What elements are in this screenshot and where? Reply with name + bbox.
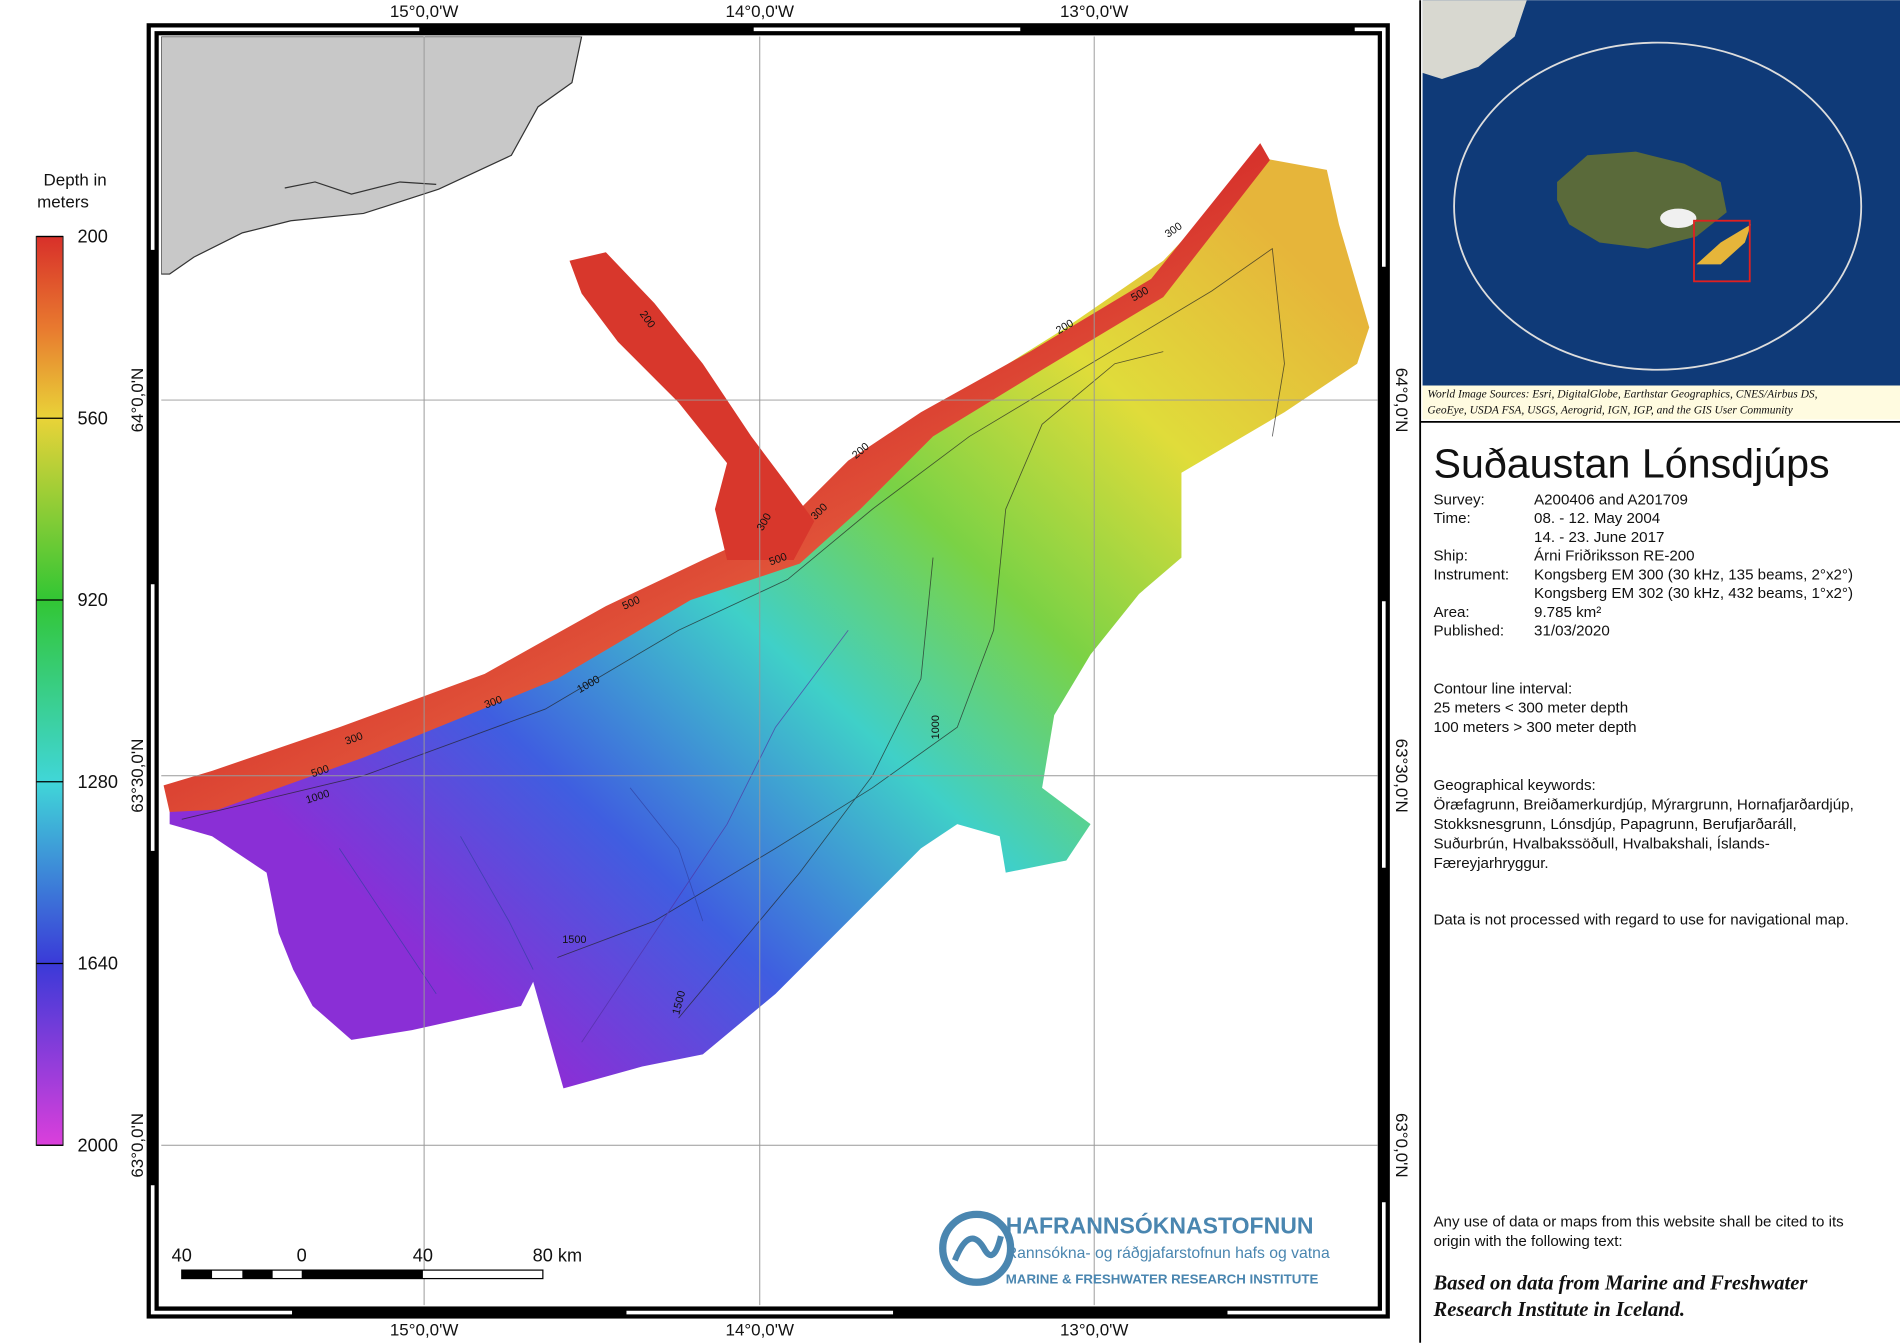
info-value: 9.785 km² <box>1534 604 1601 621</box>
scale-label: 40 <box>413 1246 433 1266</box>
keywords: Geographical keywords: <box>1433 777 1595 794</box>
disclaimer: Data is not processed with regard to use… <box>1433 912 1848 929</box>
lat-label: 64°0,0'N <box>1392 368 1411 433</box>
info-value: 14. - 23. June 2017 <box>1534 529 1664 546</box>
scale-label: 0 <box>297 1246 307 1266</box>
contour-label: 500 <box>768 551 789 568</box>
legend-tick-label: 560 <box>78 408 108 428</box>
legend-tick-label: 1280 <box>78 772 118 792</box>
citation-quote: Research Institute in Iceland. <box>1432 1299 1685 1321</box>
inset-credit: GeoEye, USDA FSA, USGS, Aerogrid, IGN, I… <box>1427 404 1793 416</box>
info-value: Árni Friðriksson RE-200 <box>1534 548 1695 565</box>
lon-label: 15°0,0'W <box>390 1321 458 1340</box>
contour-label: 300 <box>1163 220 1185 240</box>
logo-subtitle: Rannsókna- og ráðgjafarstofnun hafs og v… <box>1006 1245 1330 1262</box>
citation: origin with the following text: <box>1433 1233 1622 1250</box>
inset-greenland <box>1422 0 1527 79</box>
legend-tick-label: 200 <box>78 227 108 247</box>
info-label: Survey: <box>1433 491 1484 508</box>
inset-extent <box>1693 219 1751 283</box>
citation-quote: Based on data from Marine and Freshwater <box>1432 1272 1808 1294</box>
trough-arm <box>569 252 815 561</box>
scale-label: 40 <box>172 1246 192 1266</box>
inset-credit-box <box>1422 385 1900 420</box>
keywords: Færeyjarhryggur. <box>1433 855 1548 872</box>
keywords: Suðurbrún, Hvalbakssöðull, Hvalbakshali,… <box>1433 835 1769 852</box>
lon-label: 15°0,0'W <box>390 2 458 21</box>
info-label: Published: <box>1433 623 1504 640</box>
scale-seg <box>242 1270 273 1279</box>
scale-label: 80 km <box>533 1246 582 1266</box>
land <box>161 36 583 275</box>
map-body: 2003005002002003003005005001000300300500… <box>161 36 1378 1306</box>
info-value: A200406 and A201709 <box>1534 491 1688 508</box>
info-title: Suðaustan Lónsdjúps <box>1433 441 1829 487</box>
contour-label: 1000 <box>930 715 942 739</box>
logo: HAFRANNSÓKNASTOFNUN Rannsókna- og ráðgja… <box>939 1210 1330 1286</box>
scale-bar <box>181 1269 544 1280</box>
contour-info: Contour line interval: <box>1433 680 1572 697</box>
legend-tick-label: 2000 <box>78 1135 118 1155</box>
contours <box>181 247 1285 1043</box>
lat-label: 63°0,0'N <box>128 1113 147 1178</box>
legend-title: meters <box>37 192 89 211</box>
info-label: Area: <box>1433 604 1469 621</box>
logo-wave <box>952 1235 1004 1262</box>
lon-label: 14°0,0'W <box>726 1321 794 1340</box>
inset-glacier <box>1660 208 1697 229</box>
inset-eez <box>1453 41 1863 371</box>
contour-info: 100 meters > 300 meter depth <box>1433 719 1636 736</box>
citation: Any use of data or maps from this websit… <box>1433 1213 1844 1230</box>
graticule <box>161 36 1378 1306</box>
logo-name: HAFRANNSÓKNASTOFNUN <box>1006 1212 1314 1239</box>
bathymetry <box>169 157 1370 1089</box>
contour-info: 25 meters < 300 meter depth <box>1433 700 1628 717</box>
glacier-outline <box>284 181 437 195</box>
colorbar <box>35 235 64 1146</box>
lat-label: 63°30,0'N <box>128 739 147 813</box>
inset-survey <box>1696 224 1751 265</box>
info-value: Kongsberg EM 302 (30 kHz, 432 beams, 1°x… <box>1534 585 1853 602</box>
logo-mark <box>939 1210 1015 1286</box>
inset-credit: World Image Sources: Esri, DigitalGlobe,… <box>1427 389 1817 401</box>
info-value: Kongsberg EM 300 (30 kHz, 135 beams, 2°x… <box>1534 566 1853 583</box>
keywords: Stokksnesgrunn, Lónsdjúp, Papagrunn, Ber… <box>1433 816 1796 833</box>
info-label: Ship: <box>1433 548 1467 565</box>
scale-seg <box>301 1270 423 1279</box>
scale-seg <box>181 1270 213 1279</box>
info-value: 08. - 12. May 2004 <box>1534 510 1660 527</box>
lon-label: 13°0,0'W <box>1060 1321 1128 1340</box>
legend-tick-label: 1640 <box>78 954 118 974</box>
lat-label: 63°30,0'N <box>1392 739 1411 813</box>
map-frame-check <box>150 27 1386 1315</box>
contour-label: 300 <box>343 730 364 747</box>
info-block: Survey: A200406 and A201709 Time: 08. - 12.… <box>1433 491 1853 1250</box>
legend-title: Depth in <box>44 171 107 190</box>
legend-tick-label: 920 <box>78 590 108 610</box>
contour-label: 500 <box>310 763 331 780</box>
lat-label: 64°0,0'N <box>128 368 147 433</box>
contour-label: 1500 <box>562 934 586 946</box>
info-label: Instrument: <box>1433 566 1509 583</box>
lat-label: 63°0,0'N <box>1392 1113 1411 1178</box>
lon-label: 14°0,0'W <box>726 2 794 21</box>
inset-map: World Image Sources: Esri, DigitalGlobe,… <box>1422 0 1900 420</box>
info-value: 31/03/2020 <box>1534 623 1610 640</box>
keywords: Öræfagrunn, Breiðamerkurdjúp, Mýrargrunn… <box>1433 796 1853 814</box>
contour-label: 300 <box>483 694 504 711</box>
lon-label: 13°0,0'W <box>1060 2 1128 21</box>
logo-english: MARINE & FRESHWATER RESEARCH INSTITUTE <box>1006 1271 1319 1286</box>
info-label: Time: <box>1433 510 1470 527</box>
